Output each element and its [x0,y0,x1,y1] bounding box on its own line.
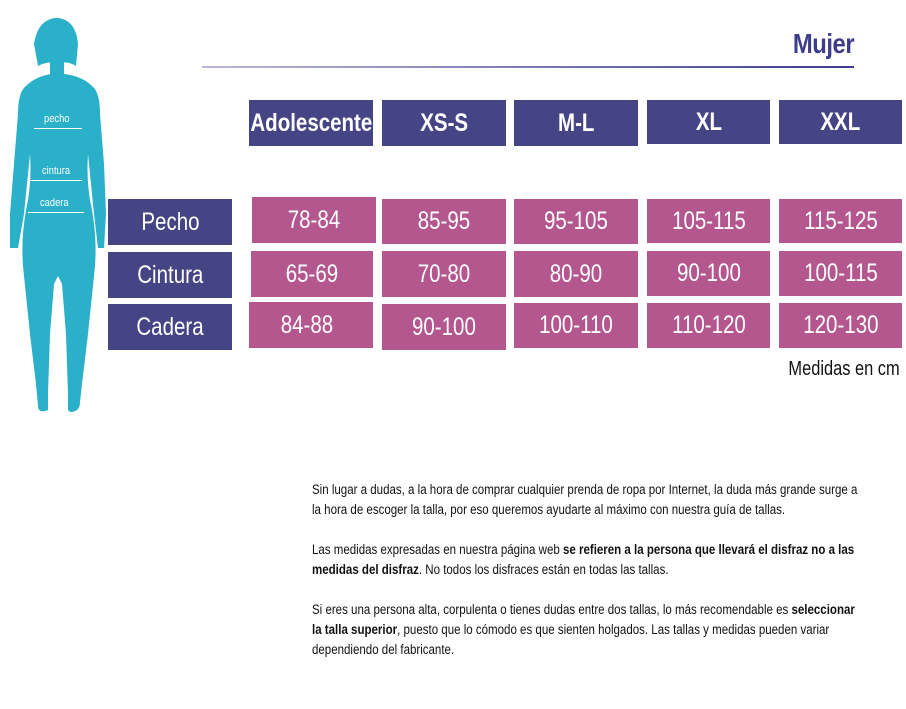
table-cell: 95-105 [514,199,638,244]
pecho-rule [34,128,82,129]
table-cell: 100-110 [514,303,638,348]
page-title: Mujer [792,28,855,59]
size-guide-text: Sin lugar a dudas, a la hora de comprar … [312,480,862,680]
table-cell: 90-100 [647,251,770,296]
column-header-m-l: M-L [514,100,638,146]
text-run: Si eres una persona alta, corpulenta o t… [312,602,792,617]
paragraph-1: Sin lugar a dudas, a la hora de comprar … [312,480,862,520]
text-run: Las medidas expresadas en nuestra página… [312,542,563,557]
column-header-xs-s: XS-S [382,100,506,146]
paragraph-2: Las medidas expresadas en nuestra página… [312,540,862,580]
table-cell: 100-115 [779,251,902,296]
cadera-label: cadera [40,197,69,209]
row-header-cintura: Cintura [108,252,232,298]
title-underline [202,66,854,68]
column-header-xl: XL [647,100,770,144]
table-cell: 105-115 [647,199,770,243]
units-note: Medidas en cm [788,358,900,380]
table-cell: 78-84 [252,197,376,243]
table-cell: 120-130 [779,303,902,348]
cintura-label: cintura [42,165,71,177]
table-cell: 85-95 [382,199,506,244]
text-run: Sin lugar a dudas, a la hora de comprar … [312,482,858,517]
text-run-bold: se refieren a la persona que llevará el … [312,542,855,577]
table-cell: 110-120 [647,303,770,348]
table-cell: 115-125 [779,199,902,243]
cadera-rule [28,212,84,213]
column-header-adolescente: Adolescente [249,100,373,146]
body-silhouette-icon [6,14,110,420]
row-header-cadera: Cadera [108,304,232,350]
table-cell: 84-88 [249,302,373,348]
table-cell: 70-80 [382,251,506,297]
text-run-bold: seleccionar la talla superior [312,602,855,637]
text-run: , puesto que lo cómodo es que sienten ho… [312,622,830,657]
paragraph-3: Si eres una persona alta, corpulenta o t… [312,600,862,660]
table-cell: 65-69 [251,251,373,297]
row-header-pecho: Pecho [108,199,232,245]
cintura-rule [30,180,82,181]
pecho-label: pecho [44,113,70,125]
table-cell: 90-100 [382,304,506,350]
text-run: . No todos los disfraces están en todas … [418,562,669,577]
column-header-xxl: XXL [779,100,902,144]
table-cell: 80-90 [514,251,638,297]
